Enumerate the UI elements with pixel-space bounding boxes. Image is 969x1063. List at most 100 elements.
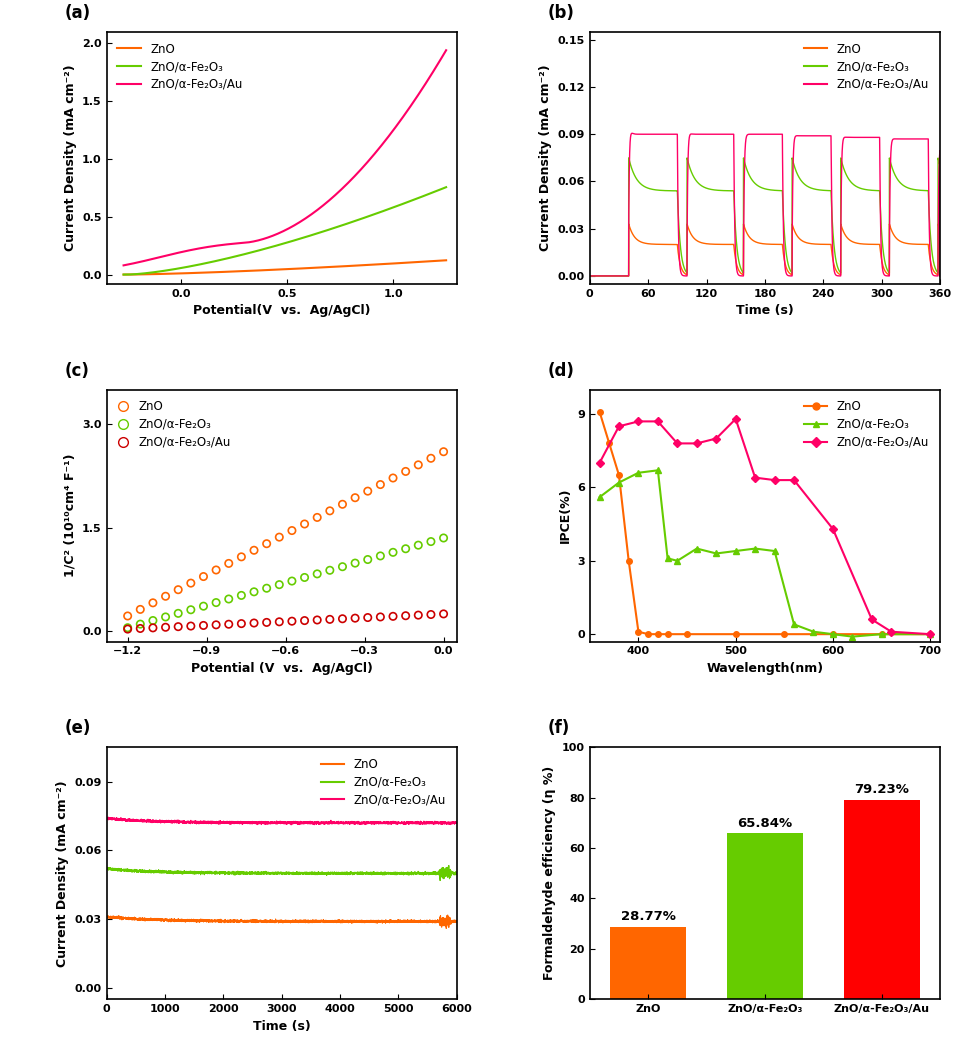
Point xyxy=(386,608,401,625)
Point xyxy=(171,619,186,636)
Bar xyxy=(727,833,802,999)
Point xyxy=(208,594,224,611)
Point xyxy=(133,620,148,637)
Point xyxy=(423,533,439,550)
Point xyxy=(271,576,287,593)
Point xyxy=(246,584,262,601)
Legend: ZnO, ZnO/α-Fe₂O₃, ZnO/α-Fe₂O₃/Au: ZnO, ZnO/α-Fe₂O₃, ZnO/α-Fe₂O₃/Au xyxy=(799,395,934,454)
Point xyxy=(145,594,161,611)
Point xyxy=(221,555,236,572)
Point xyxy=(171,581,186,598)
Point xyxy=(208,617,224,634)
Point xyxy=(120,621,136,638)
Text: 28.77%: 28.77% xyxy=(621,910,675,923)
Y-axis label: Current Density (mA cm⁻²): Current Density (mA cm⁻²) xyxy=(539,65,552,251)
Point xyxy=(133,601,148,618)
Point xyxy=(360,551,376,568)
Point xyxy=(271,528,287,545)
X-axis label: Wavelength(nm): Wavelength(nm) xyxy=(706,662,824,675)
Point xyxy=(221,615,236,632)
Point xyxy=(259,535,274,552)
Point xyxy=(423,450,439,467)
Text: (b): (b) xyxy=(547,4,575,22)
Point xyxy=(234,587,249,604)
Point xyxy=(436,606,452,623)
Y-axis label: 1/C² (10¹⁰cm⁴ F⁻¹): 1/C² (10¹⁰cm⁴ F⁻¹) xyxy=(64,454,77,577)
Text: 79.23%: 79.23% xyxy=(854,782,909,796)
Point xyxy=(360,483,376,500)
X-axis label: Potential(V  vs.  Ag/AgCl): Potential(V vs. Ag/AgCl) xyxy=(193,304,370,317)
Point xyxy=(322,561,337,578)
Point xyxy=(259,579,274,596)
Point xyxy=(271,613,287,630)
Legend: ZnO, ZnO/α-Fe₂O₃, ZnO/α-Fe₂O₃/Au: ZnO, ZnO/α-Fe₂O₃, ZnO/α-Fe₂O₃/Au xyxy=(799,38,934,96)
Text: (d): (d) xyxy=(547,361,575,379)
Point xyxy=(411,537,426,554)
Text: (c): (c) xyxy=(65,361,89,379)
Point xyxy=(183,602,199,619)
Point xyxy=(196,617,211,634)
Y-axis label: IPCE(%): IPCE(%) xyxy=(558,488,572,543)
Point xyxy=(120,607,136,624)
Point xyxy=(196,568,211,585)
Point xyxy=(309,566,325,583)
Point xyxy=(183,575,199,592)
Point xyxy=(411,456,426,473)
Point xyxy=(196,597,211,614)
Text: (a): (a) xyxy=(65,4,91,22)
Y-axis label: Current Density (mA cm⁻²): Current Density (mA cm⁻²) xyxy=(64,65,77,251)
Point xyxy=(158,619,173,636)
Y-axis label: Formaldehyde efficiency (η %): Formaldehyde efficiency (η %) xyxy=(544,766,556,980)
Point xyxy=(347,489,362,506)
Point xyxy=(297,569,312,586)
X-axis label: Potential (V  vs.  Ag/AgCl): Potential (V vs. Ag/AgCl) xyxy=(191,662,373,675)
Point xyxy=(208,561,224,578)
Point xyxy=(171,605,186,622)
Point xyxy=(411,607,426,624)
Legend: ZnO, ZnO/α-Fe₂O₃, ZnO/α-Fe₂O₃/Au: ZnO, ZnO/α-Fe₂O₃, ZnO/α-Fe₂O₃/Au xyxy=(316,754,451,811)
Point xyxy=(322,503,337,520)
Point xyxy=(284,522,299,539)
Point xyxy=(133,615,148,632)
Point xyxy=(347,610,362,627)
Point xyxy=(297,612,312,629)
Point xyxy=(284,573,299,590)
Point xyxy=(234,549,249,566)
Point xyxy=(436,443,452,460)
Point xyxy=(322,611,337,628)
Point xyxy=(373,547,389,564)
Text: (f): (f) xyxy=(547,720,570,738)
Point xyxy=(360,609,376,626)
Point xyxy=(436,529,452,546)
Point xyxy=(234,615,249,632)
Point xyxy=(284,612,299,629)
Point xyxy=(145,620,161,637)
Point xyxy=(259,614,274,631)
Point xyxy=(246,542,262,559)
Legend: ZnO, ZnO/α-Fe₂O₃, ZnO/α-Fe₂O₃/Au: ZnO, ZnO/α-Fe₂O₃, ZnO/α-Fe₂O₃/Au xyxy=(112,395,235,454)
Point xyxy=(297,516,312,533)
Point xyxy=(183,618,199,635)
Point xyxy=(398,607,414,624)
Bar xyxy=(844,799,920,999)
Point xyxy=(120,620,136,637)
Point xyxy=(373,476,389,493)
Point xyxy=(334,495,350,512)
Bar xyxy=(610,927,686,999)
X-axis label: Time (s): Time (s) xyxy=(736,304,794,317)
Point xyxy=(334,558,350,575)
Text: 65.84%: 65.84% xyxy=(737,816,793,829)
Point xyxy=(309,509,325,526)
Point xyxy=(423,606,439,623)
Y-axis label: Current Density (mA cm⁻²): Current Density (mA cm⁻²) xyxy=(56,780,69,966)
Point xyxy=(398,462,414,479)
Point xyxy=(221,590,236,607)
Point xyxy=(145,612,161,629)
Point xyxy=(158,588,173,605)
Point xyxy=(386,470,401,487)
Text: (e): (e) xyxy=(65,720,91,738)
Point xyxy=(386,544,401,561)
X-axis label: Time (s): Time (s) xyxy=(253,1019,310,1032)
Point xyxy=(334,610,350,627)
Point xyxy=(309,611,325,628)
